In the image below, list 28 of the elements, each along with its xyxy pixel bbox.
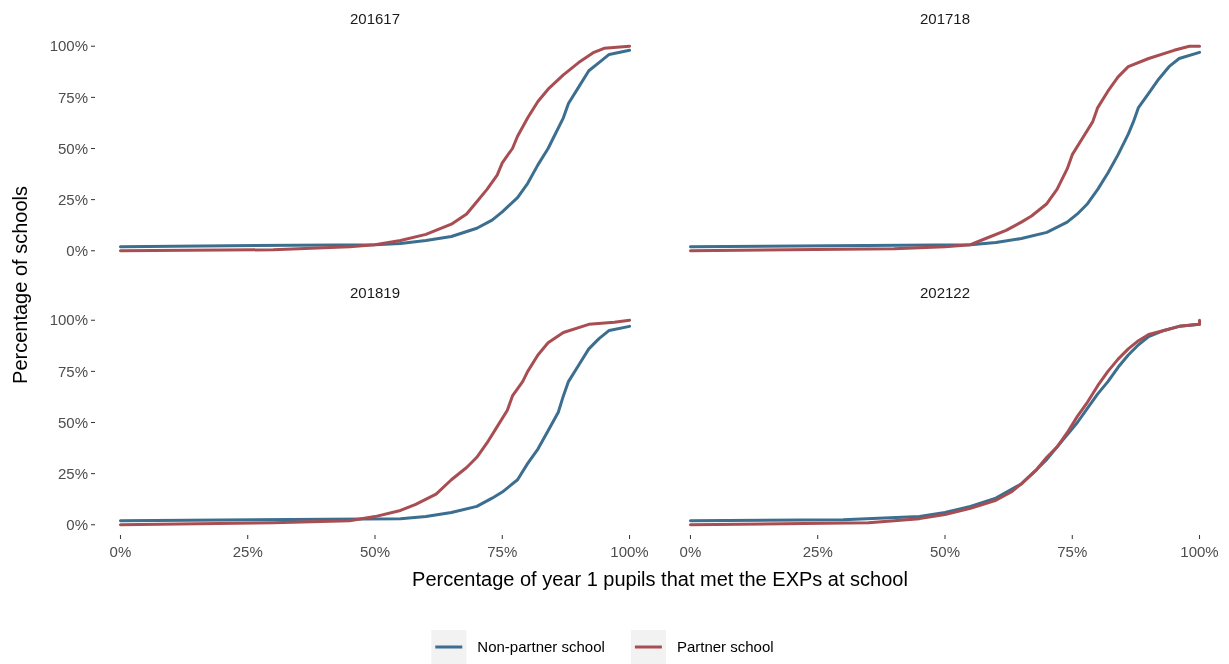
chart-title: 201819 xyxy=(349,284,401,301)
x-tick-label: 50% xyxy=(929,543,961,560)
chart-title: 202122 xyxy=(919,284,971,301)
y-tick-label: 100% xyxy=(49,37,88,55)
legend-label: Partner school xyxy=(676,638,774,656)
y-tick-label: 0% xyxy=(66,516,88,534)
x-tick-label: 100% xyxy=(1180,543,1219,560)
x-tick-label: 75% xyxy=(1057,543,1088,560)
y-tick-label: 50% xyxy=(57,139,88,157)
x-tick-label: 100% xyxy=(610,543,649,560)
x-tick-label: 75% xyxy=(487,543,518,560)
x-tick-label: 25% xyxy=(802,543,833,560)
y-tick-label: 100% xyxy=(49,311,88,329)
x-tick-label: 0% xyxy=(109,543,132,560)
y-tick-label: 75% xyxy=(57,88,88,106)
x-tick-label: 50% xyxy=(359,543,391,560)
y-tick-label: 0% xyxy=(66,242,88,260)
y-tick-label: 75% xyxy=(57,362,88,380)
y-tick-label: 50% xyxy=(57,413,88,431)
x-tick-label: 25% xyxy=(232,543,263,560)
chart-title: 201718 xyxy=(919,10,971,27)
x-tick-label: 0% xyxy=(679,543,702,560)
y-axis-title: Percentage of schools xyxy=(9,186,31,384)
x-axis-title: Percentage of year 1 pupils that met the EXPs at school xyxy=(412,568,908,590)
y-tick-label: 25% xyxy=(57,464,88,482)
y-tick-label: 25% xyxy=(57,190,88,208)
chart-title: 201617 xyxy=(349,10,401,27)
legend-label: Non-partner school xyxy=(477,638,605,656)
